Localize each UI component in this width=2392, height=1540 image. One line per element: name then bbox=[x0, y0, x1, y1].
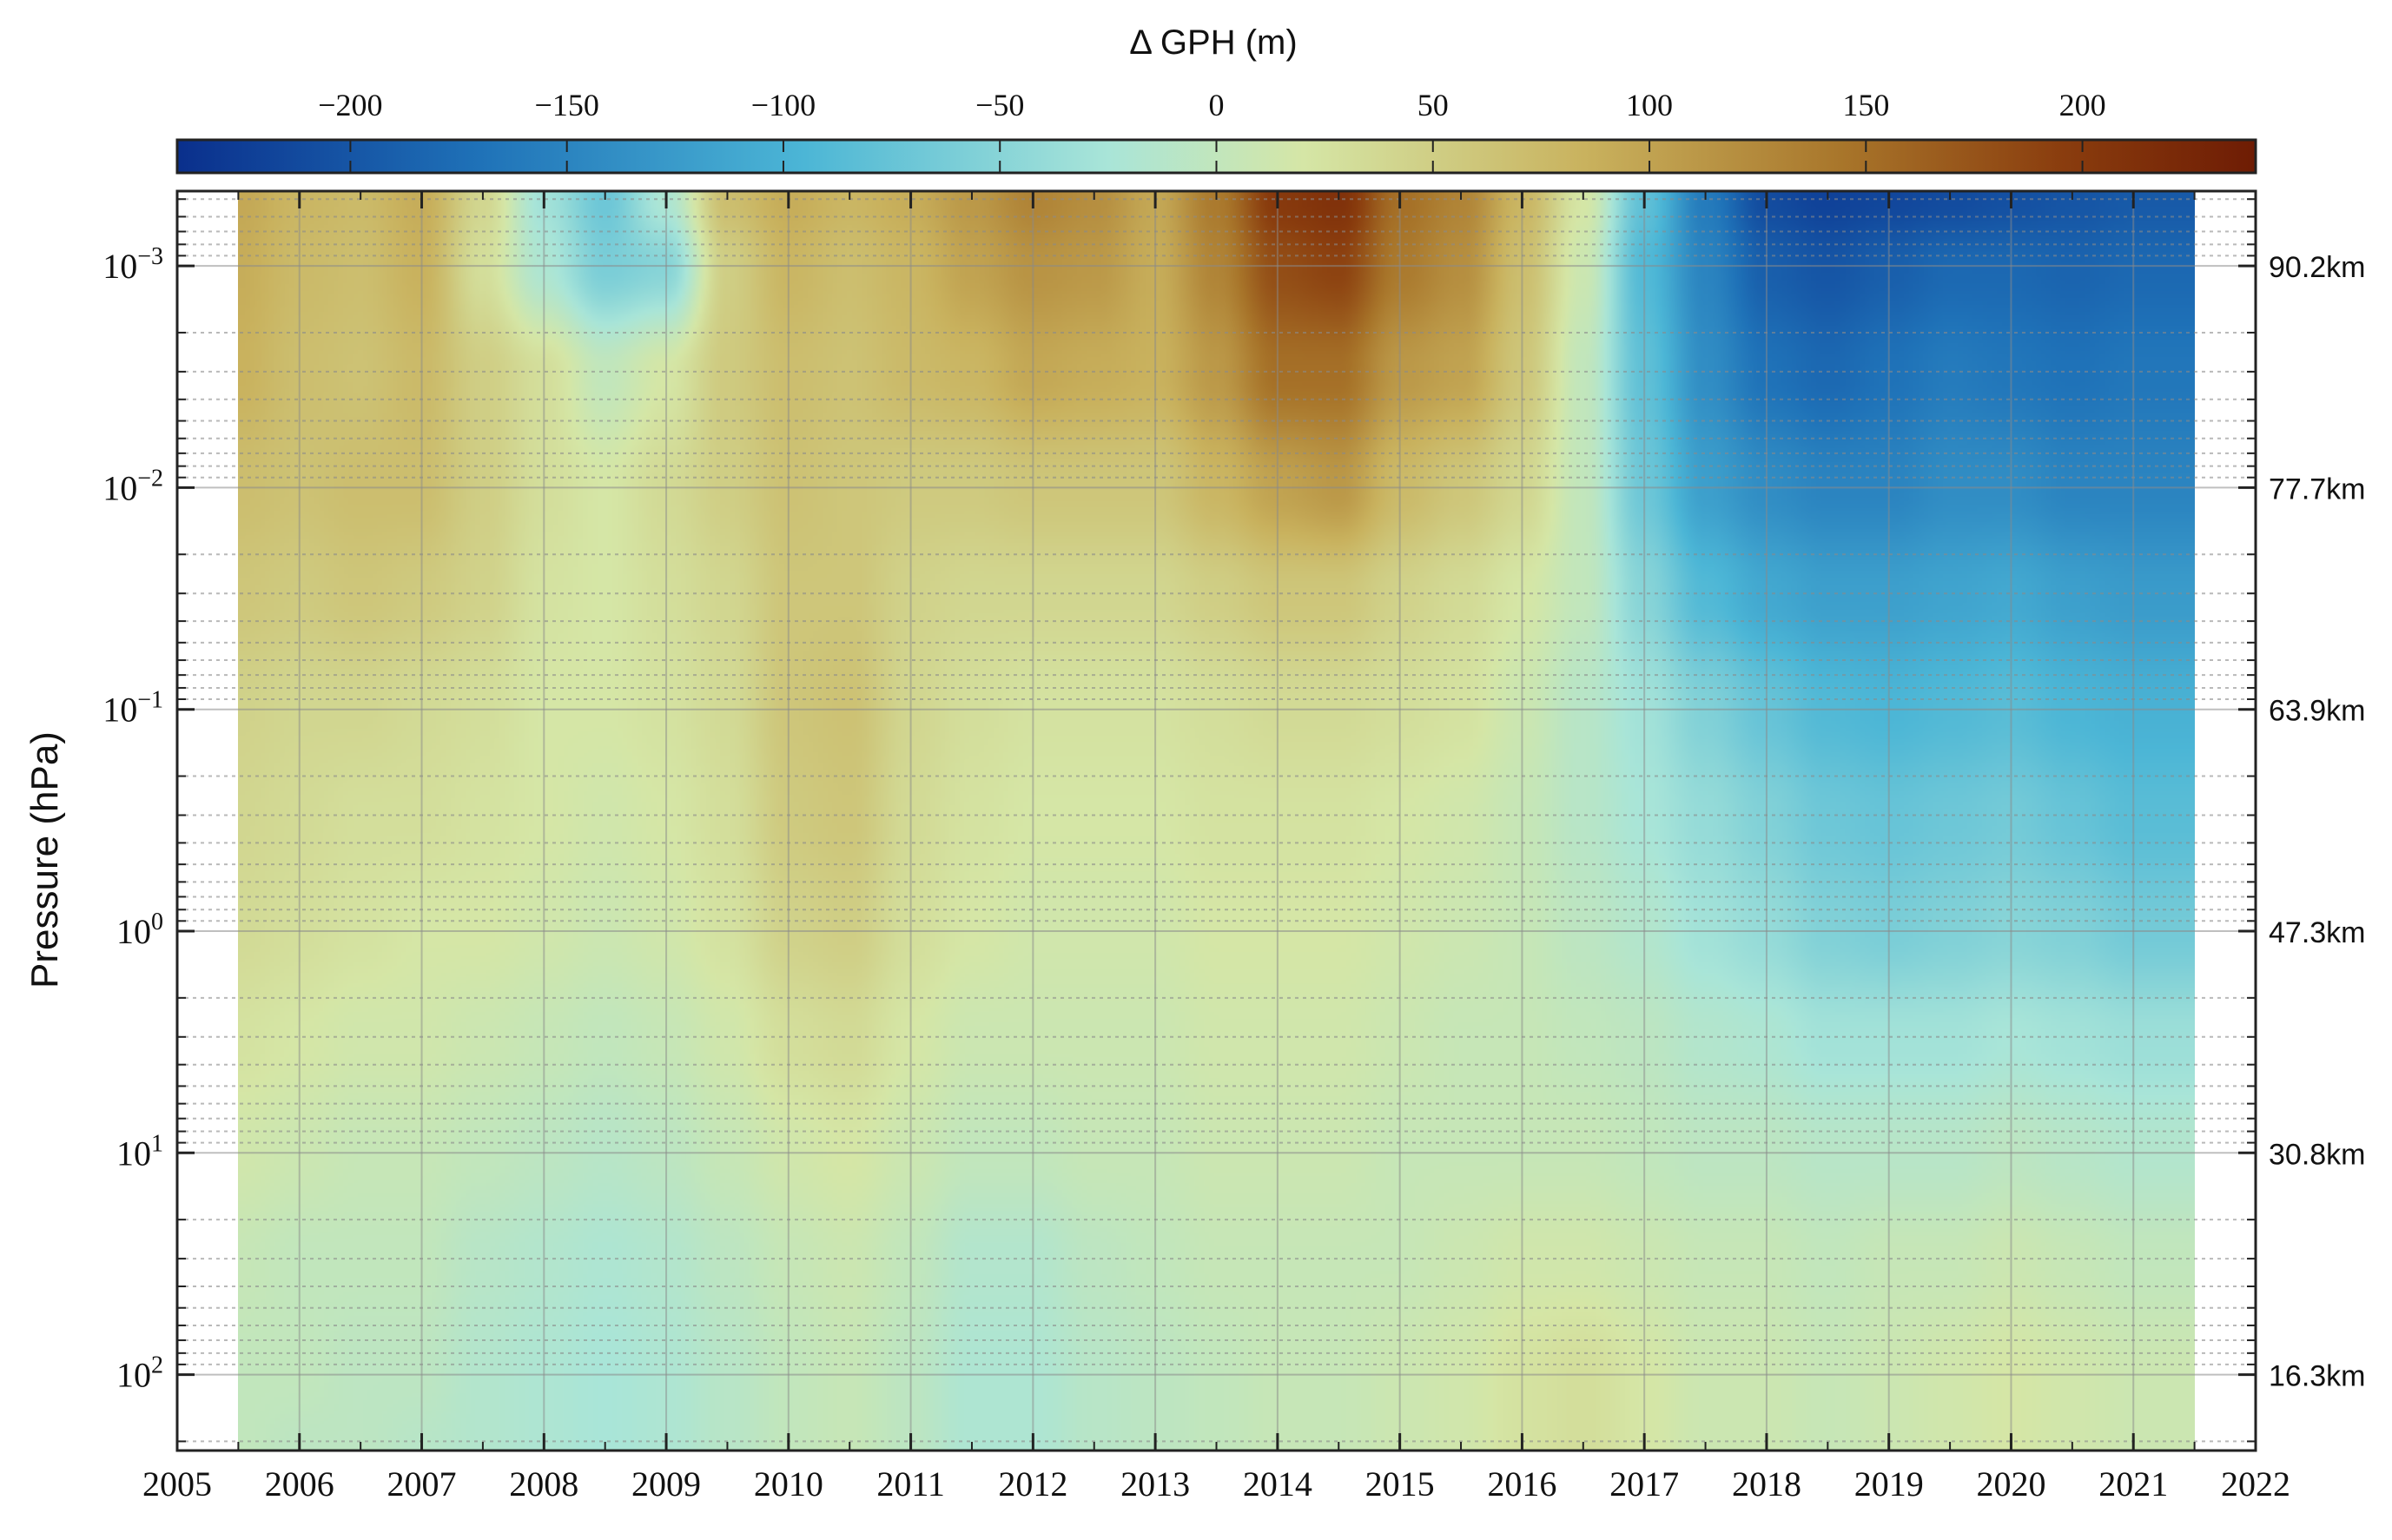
x-tick-label: 2019 bbox=[1854, 1464, 1924, 1504]
colorbar-tick-label: −100 bbox=[751, 88, 816, 122]
colorbar-tick-labels: −200 −150 −100 −50 0 50 100 150 200 bbox=[318, 88, 2105, 122]
colorbar: Δ GPH (m) −200 −150 −100 −50 0 50 100 150 200 bbox=[175, 23, 2257, 175]
y-tick-label: 10−3 bbox=[102, 243, 163, 286]
colorbar-label: Δ GPH (m) bbox=[1129, 23, 1297, 62]
x-tick-label: 2016 bbox=[1487, 1464, 1556, 1504]
x-tick-label: 2017 bbox=[1609, 1464, 1679, 1504]
y-tick-label-base: 10 bbox=[102, 468, 137, 507]
x-tick-label: 2007 bbox=[387, 1464, 457, 1504]
grid-lines bbox=[177, 191, 2256, 1451]
x-tick-label: 2021 bbox=[2098, 1464, 2168, 1504]
y-tick-label: 100 bbox=[116, 909, 163, 951]
x-tick-label: 2022 bbox=[2221, 1464, 2290, 1504]
y-tick-label: 10−2 bbox=[102, 465, 163, 507]
colorbar-ticks bbox=[349, 140, 2084, 173]
plot-area bbox=[175, 189, 2257, 1452]
heatmap-canvas bbox=[238, 191, 2195, 1451]
x-axis-tick-labels: 2005 2006 2007 2008 2009 2010 2011 2012 2013 2014… bbox=[142, 1464, 2290, 1504]
x-tick-label: 2011 bbox=[876, 1464, 945, 1504]
x-tick-label: 2005 bbox=[142, 1464, 212, 1504]
x-tick-label: 2012 bbox=[998, 1464, 1067, 1504]
x-tick-label: 2008 bbox=[509, 1464, 578, 1504]
x-tick-label: 2020 bbox=[1976, 1464, 2045, 1504]
colorbar-tick-label: −150 bbox=[535, 88, 599, 122]
colorbar-tick-label: 0 bbox=[1209, 88, 1225, 122]
colorbar-tick-label: 200 bbox=[2059, 88, 2106, 122]
x-tick-label: 2013 bbox=[1120, 1464, 1190, 1504]
y-tick-label: 101 bbox=[116, 1130, 163, 1173]
y-tick-label-exponent: 1 bbox=[151, 1130, 163, 1157]
y-tick-label: 102 bbox=[116, 1352, 163, 1395]
x-tick-label: 2018 bbox=[1732, 1464, 1801, 1504]
right-axis-altitude-labels: 90.2km 77.7km 63.9km 47.3km 30.8km 16.3km bbox=[2269, 251, 2366, 1392]
x-tick-label: 2009 bbox=[631, 1464, 701, 1504]
y-tick-label: 10−1 bbox=[102, 687, 163, 730]
colorbar-tick-label: −50 bbox=[975, 88, 1024, 122]
x-tick-label: 2010 bbox=[754, 1464, 823, 1504]
axis-ticks bbox=[175, 191, 2257, 1451]
right-axis-label: 47.3km bbox=[2269, 916, 2366, 949]
y-axis-label: Pressure (hPa) bbox=[23, 731, 66, 988]
y-tick-label-exponent: −1 bbox=[137, 687, 163, 714]
right-axis-label: 63.9km bbox=[2269, 695, 2366, 728]
right-axis-label: 30.8km bbox=[2269, 1138, 2366, 1171]
x-tick-label: 2015 bbox=[1365, 1464, 1435, 1504]
y-tick-label-base: 10 bbox=[102, 691, 137, 730]
right-axis-label: 77.7km bbox=[2269, 473, 2366, 506]
right-axis-label: 90.2km bbox=[2269, 251, 2366, 284]
right-axis-label: 16.3km bbox=[2269, 1360, 2366, 1393]
y-tick-label-exponent: −3 bbox=[137, 243, 163, 270]
heatmap-image-container bbox=[238, 191, 2195, 1451]
y-tick-label-exponent: −2 bbox=[137, 465, 163, 492]
colorbar-tick-label: −200 bbox=[318, 88, 382, 122]
x-tick-label: 2006 bbox=[265, 1464, 334, 1504]
y-tick-label-base: 10 bbox=[116, 1134, 151, 1173]
y-tick-label-exponent: 2 bbox=[151, 1352, 163, 1379]
y-tick-label-base: 10 bbox=[102, 247, 137, 286]
x-tick-label: 2014 bbox=[1243, 1464, 1312, 1504]
colorbar-tick-label: 50 bbox=[1417, 88, 1449, 122]
colorbar-tick-label: 150 bbox=[1842, 88, 1889, 122]
y-tick-label-base: 10 bbox=[116, 912, 151, 951]
y-tick-label-base: 10 bbox=[116, 1356, 151, 1395]
y-tick-label-exponent: 0 bbox=[151, 909, 163, 935]
colorbar-tick-label: 100 bbox=[1626, 88, 1673, 122]
